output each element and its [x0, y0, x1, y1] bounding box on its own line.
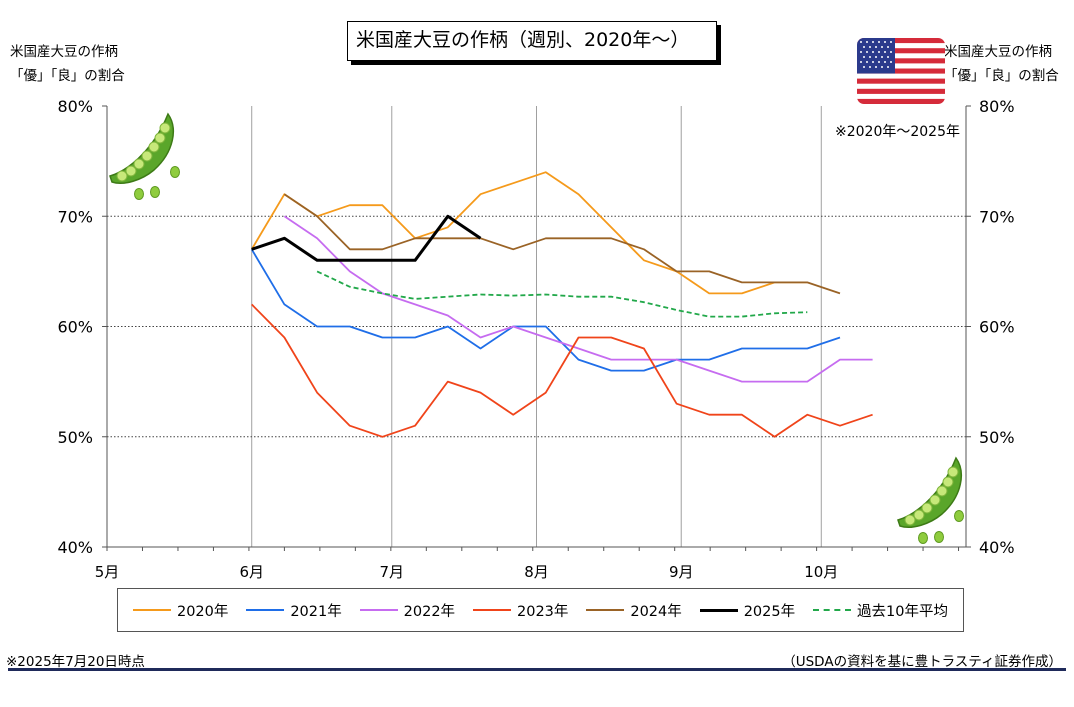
y-tick-label-right: 70%	[979, 207, 1015, 226]
series-line-2023年	[251, 303, 873, 438]
legend-swatch-10yr-avg	[813, 609, 852, 611]
series-line-過去10年平均	[316, 270, 808, 318]
series-line-2021年	[250, 248, 841, 372]
pea-pod-icon-2	[897, 456, 964, 544]
right-axis-title: 米国産大豆の作柄 「優」「良」の割合	[944, 40, 1059, 88]
left-axis-title-line1: 米国産大豆の作柄	[10, 44, 118, 60]
footer-source: （USDAの資料を基に豊トラスティ証券作成）	[782, 654, 1062, 670]
y-tick-label-right: 40%	[979, 538, 1015, 557]
legend-swatch-2025	[699, 608, 738, 612]
legend-item-2022: 2022年	[359, 600, 456, 621]
legend-swatch-2021	[246, 609, 285, 611]
legend-label-10yr-avg: 過去10年平均	[857, 603, 948, 620]
right-axis-title-line2: 「優」「良」の割合	[944, 68, 1059, 84]
y-tick-label-right: 80%	[979, 97, 1015, 116]
legend-item-2021: 2021年	[246, 600, 342, 621]
legend-item-2020: 2020年	[132, 600, 229, 621]
x-tick-label: 7月	[380, 563, 405, 581]
legend-item-2025: 2025年	[699, 600, 796, 621]
left-axis-title-line2: 「優」「良」の割合	[10, 68, 125, 84]
us-flag-icon	[857, 38, 945, 104]
y-tick-label-left: 70%	[57, 207, 93, 226]
legend-label-2023: 2023年	[517, 603, 569, 620]
y-tick-label-left: 40%	[57, 538, 93, 557]
legend: 2020年 2021年 2022年 2023年 2024年 2025年 過去10…	[117, 588, 964, 632]
y-tick-label-left: 80%	[57, 97, 93, 116]
footer-note-date: ※2025年7月20日時点	[6, 654, 145, 670]
y-tick-label-right: 50%	[979, 428, 1015, 447]
y-tick-label-left: 60%	[57, 318, 93, 337]
y-tick-label-left: 50%	[57, 428, 93, 447]
x-tick-label: 9月	[669, 563, 694, 581]
x-tick-label: 6月	[239, 563, 264, 581]
legend-label-2025: 2025年	[743, 603, 796, 620]
chart-title: 米国産大豆の作柄（週別、2020年～）	[347, 21, 717, 61]
x-tick-label: 8月	[524, 563, 549, 581]
series-line-2024年	[283, 193, 841, 295]
y-tick-label-right: 60%	[979, 318, 1015, 337]
legend-label-2021: 2021年	[290, 603, 342, 620]
axis-layer	[102, 105, 971, 551]
legend-label-2024: 2024年	[630, 603, 682, 620]
legend-label-2022: 2022年	[403, 603, 456, 620]
legend-item-2024: 2024年	[586, 600, 682, 621]
legend-swatch-2022	[359, 609, 398, 611]
legend-item-10yr-avg: 過去10年平均	[813, 600, 948, 621]
series-line-2025年	[251, 214, 482, 262]
tick-label-layer: 40% 40% 50% 50% 60% 60% 70% 70% 80% 80% 5月 6月 7月 8月 9月…	[57, 97, 1014, 581]
legend-swatch-2023	[473, 609, 511, 611]
legend-item-2023: 2023年	[473, 600, 568, 621]
series-line-2022年	[283, 215, 873, 383]
pea-pod-icon	[109, 112, 180, 200]
x-tick-label: 5月	[95, 563, 120, 581]
right-axis-title-line1: 米国産大豆の作柄	[944, 44, 1052, 60]
series-layer	[250, 171, 873, 438]
legend-swatch-2020	[132, 609, 171, 611]
grid-layer	[107, 106, 966, 547]
x-tick-label: 10月	[804, 563, 838, 581]
series-line-2020年	[250, 171, 808, 295]
footer-rule	[8, 668, 1066, 671]
left-axis-title: 米国産大豆の作柄 「優」「良」の割合	[10, 40, 125, 88]
range-note: ※2020年～2025年	[835, 124, 960, 140]
legend-label-2020: 2020年	[176, 603, 229, 620]
legend-swatch-2024	[586, 609, 625, 611]
